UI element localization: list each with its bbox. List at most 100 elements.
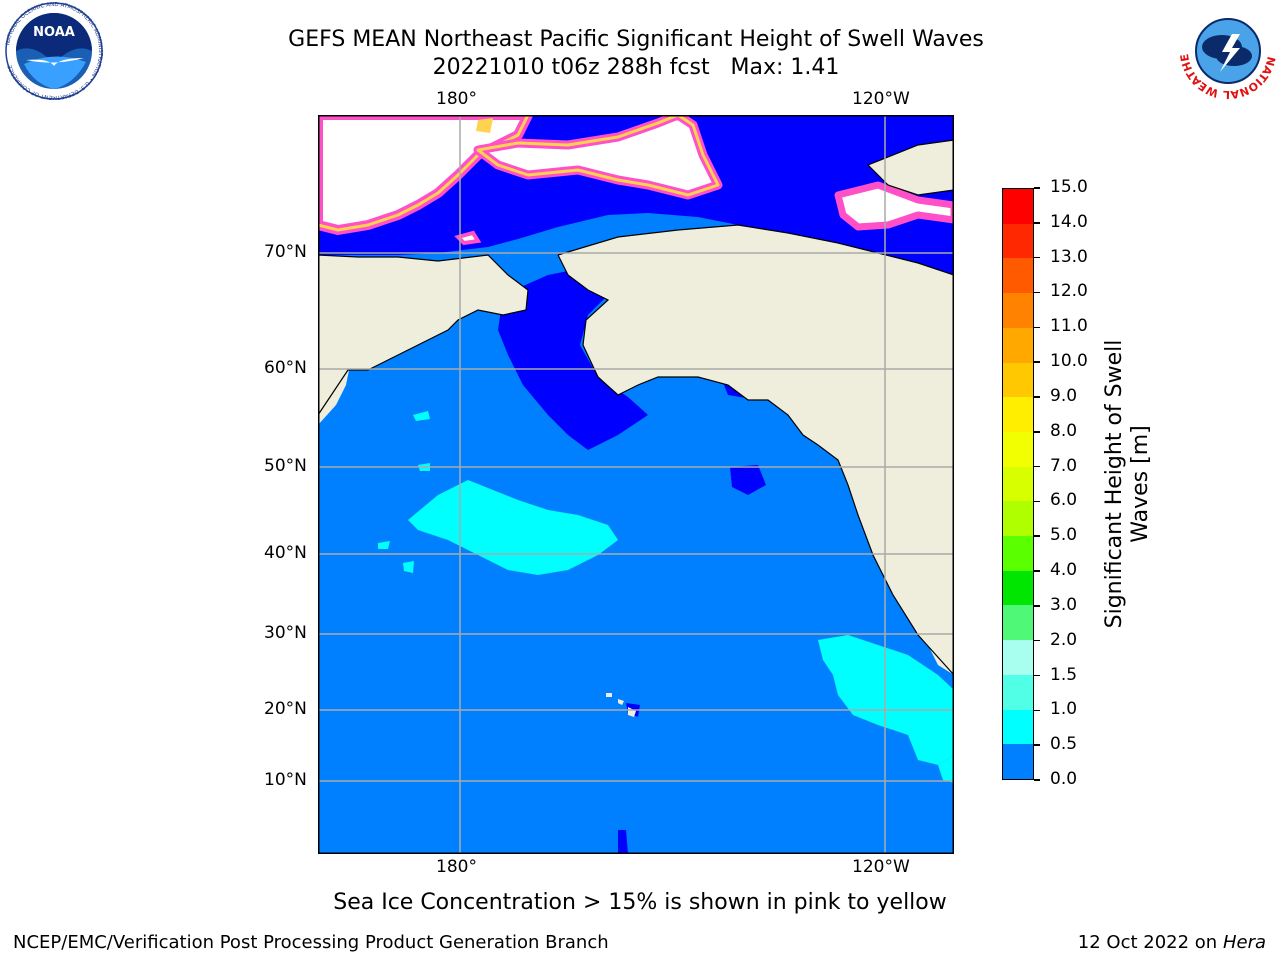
chart-title: GEFS MEAN Northeast Pacific Significant … [288,27,984,52]
swell-patch-small-1 [413,411,430,421]
footer-branch: NCEP/EMC/Verification Post Processing Pr… [13,932,609,953]
colorbar-tick-mark [1034,779,1040,781]
colorbar-segment [1003,431,1033,467]
footer-host: Hera [1222,932,1266,953]
lon-label-bottom-180: 180° [436,857,477,877]
lat-label-40n: 40°N [264,543,307,563]
colorbar-tick-label: 15.0 [1050,177,1088,197]
lat-label-10n: 10°N [264,770,307,790]
colorbar-tick-mark [1034,326,1040,329]
sea-ice-top-bit [476,118,493,133]
map-panel [313,110,958,854]
noaa-logo-text: NOAA [33,25,75,40]
swell-patch-small-3 [403,561,414,573]
lon-label-top-180: 180° [436,89,477,109]
colorbar-tick-mark [1034,605,1040,607]
colorbar-tick-mark [1034,431,1040,433]
sea-ice-islet [454,230,482,246]
sea-ice-north-central-edge [476,113,720,197]
colorbar-label-line2: Waves [m] [1128,425,1153,543]
colorbar-tick-label: 3.0 [1050,594,1078,615]
colorbar-tick-mark [1034,222,1040,224]
colorbar-tick-label: 4.0 [1050,560,1078,581]
colorbar-segment [1003,744,1033,779]
footer-date-text: 12 Oct 2022 on [1077,932,1223,953]
south-deep-patch [618,830,628,854]
colorbar-tick-label: 9.0 [1050,385,1078,406]
colorbar-tick-label: 1.0 [1050,699,1078,720]
colorbar-segment [1003,709,1033,745]
lat-label-50n: 50°N [264,456,307,476]
lat-label-20n: 20°N [264,699,307,719]
lat-label-60n: 60°N [264,358,307,378]
colorbar-tick-label: 0.0 [1050,769,1078,789]
colorbar-tick-label: 14.0 [1050,211,1088,232]
colorbar-segment [1003,674,1033,710]
colorbar-segment [1003,362,1033,398]
colorbar-segment [1003,536,1033,571]
colorbar-tick-label: 11.0 [1050,316,1088,337]
colorbar-segment [1003,258,1033,294]
colorbar-segment [1003,570,1033,606]
land-baja-mexico [913,610,954,675]
colorbar-tick-mark [1034,291,1040,294]
land-hawaii [606,693,636,717]
colorbar-tick-mark [1034,535,1040,537]
colorbar-segment [1003,397,1033,432]
sea-ice-west-edge [316,113,530,232]
colorbar-segment [1003,189,1033,224]
land-alaska [558,225,954,675]
colorbar-tick-mark [1034,709,1040,712]
bering-sea [498,265,648,450]
colorbar-tick-label: 1.5 [1050,664,1078,685]
nws-logo: NATIONAL WEATHER SERVICE [1174,0,1278,101]
lat-label-30n: 30°N [264,623,307,643]
lon-label-bottom-120w: 120°W [852,857,910,877]
colorbar-tick-label: 2.0 [1050,629,1078,650]
colorbar-label-line1: Significant Height of Swell [1102,339,1127,629]
colorbar-tick-mark [1034,639,1040,642]
map-frame [318,115,954,854]
swell-patch-small-2 [378,541,390,549]
colorbar-segment [1003,327,1033,363]
sea-ice-note: Sea Ice Concentration > 15% is shown in … [333,890,947,915]
colorbar-segment [1003,501,1033,537]
colorbar-tick-mark [1034,361,1040,363]
colorbar-tick-mark [1034,570,1040,572]
ne-pacific-deep-patch [730,465,766,495]
map-svg [313,110,958,854]
chart-subtitle: 20221010 t06z 288h fcst Max: 1.41 [432,55,840,80]
colorbar-tick-label: 5.0 [1050,525,1078,546]
coastline-siberia [317,254,529,416]
colorbar-tick-mark [1034,396,1040,398]
colorbar-tick-label: 0.5 [1050,734,1078,755]
noaa-logo: NOAA NATIONAL OCEANIC AND ATMOSPHERIC AD… [4,2,104,100]
colorbar-segment [1003,466,1033,502]
colorbar-tick-mark [1034,465,1040,468]
colorbar-tick-mark [1034,500,1040,503]
colorbar-tick-label: 7.0 [1050,455,1078,476]
colorbar-ticks: 15.0 14.0 13.0 12.0 11.0 10.0 9.0 8.0 7.0 6.0 5.0 4… [1034,177,1114,789]
colorbar-tick-label: 10.0 [1050,351,1088,372]
lon-label-top-120w: 120°W [852,89,910,109]
colorbar-tick-label: 13.0 [1050,246,1088,267]
colorbar-tick-label: 6.0 [1050,490,1078,511]
colorbar-tick-label: 8.0 [1050,420,1078,441]
colorbar-segment [1003,223,1033,259]
coastline-alaska [557,224,955,676]
graticule [318,115,954,854]
colorbar-tick-mark [1034,256,1040,259]
land-kamchatka [318,345,350,425]
sea-ice-east [834,181,958,231]
colorbar-segment [1003,640,1033,675]
colorbar-segment [1003,605,1033,641]
footer-date: 12 Oct 2022 on Hera [1078,932,1266,953]
swell-patch-se-edge [938,755,954,783]
colorbar-tick-label: 12.0 [1050,281,1088,302]
lat-label-70n: 70°N [264,242,307,262]
colorbar-segment [1003,293,1033,328]
colorbar-tick-mark [1034,187,1040,189]
colorbar-tick-mark [1034,674,1040,677]
swell-patch-southeast [818,635,954,765]
colorbar-tick-mark [1034,744,1040,746]
